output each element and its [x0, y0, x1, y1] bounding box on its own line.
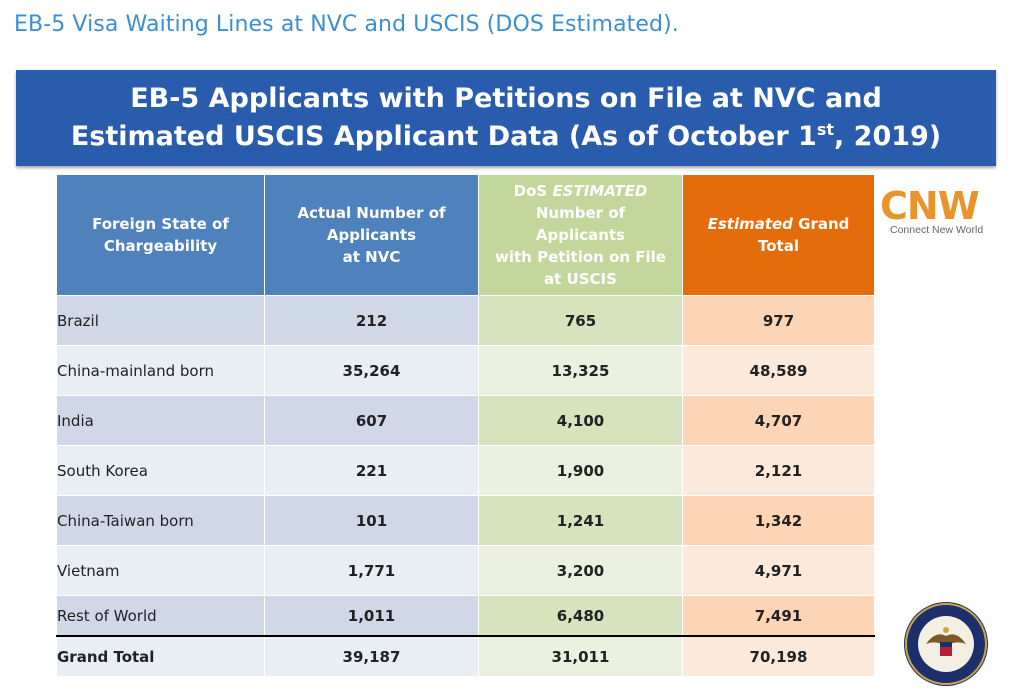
- nvc-cell: 607: [264, 395, 479, 446]
- header-actual-nvc: Actual Number of Applicants at NVC: [264, 174, 479, 296]
- header-foreign-state: Foreign State of Chargeability: [56, 174, 265, 296]
- total-cell: 1,342: [682, 495, 875, 546]
- uscis-cell: 4,100: [478, 395, 683, 446]
- nvc-cell: 101: [264, 495, 479, 546]
- total-cell: 2,121: [682, 445, 875, 496]
- country-cell: South Korea: [56, 445, 265, 496]
- grand-total-total: 70,198: [682, 635, 875, 677]
- country-cell: India: [56, 395, 265, 446]
- cnw-logo-tagline: Connect New World: [890, 224, 984, 236]
- banner-line-2: Estimated USCIS Applicant Data (As of Oc…: [16, 118, 996, 156]
- uscis-cell: 6,480: [478, 595, 683, 637]
- total-cell: 4,707: [682, 395, 875, 446]
- nvc-cell: 1,771: [264, 545, 479, 596]
- uscis-cell: 1,900: [478, 445, 683, 496]
- table-row: Vietnam 1,771 3,200 4,971: [56, 545, 875, 596]
- table-header-row: Foreign State of Chargeability Actual Nu…: [56, 174, 875, 296]
- banner-ordinal-suffix: st: [816, 120, 834, 139]
- nvc-cell: 35,264: [264, 345, 479, 396]
- banner-line-1: EB-5 Applicants with Petitions on File a…: [130, 83, 882, 114]
- grand-total-uscis: 31,011: [478, 635, 683, 677]
- total-cell: 48,589: [682, 345, 875, 396]
- applicants-table: Foreign State of Chargeability Actual Nu…: [56, 174, 875, 677]
- title-banner: EB-5 Applicants with Petitions on File a…: [16, 70, 996, 166]
- dos-seal-icon: [896, 600, 996, 688]
- total-cell: 4,971: [682, 545, 875, 596]
- total-cell: 977: [682, 295, 875, 346]
- country-cell: Vietnam: [56, 545, 265, 596]
- table-row: China-Taiwan born 101 1,241 1,342: [56, 495, 875, 546]
- nvc-cell: 221: [264, 445, 479, 496]
- country-cell: Brazil: [56, 295, 265, 346]
- cnw-logo: CNW Connect New World: [880, 186, 996, 240]
- uscis-cell: 3,200: [478, 545, 683, 596]
- table-row: Brazil 212 765 977: [56, 295, 875, 346]
- country-cell: China-Taiwan born: [56, 495, 265, 546]
- grand-total-nvc: 39,187: [264, 635, 479, 677]
- cnw-logo-mark: CNW: [880, 184, 980, 228]
- uscis-cell: 765: [478, 295, 683, 346]
- table-row: South Korea 221 1,900 2,121: [56, 445, 875, 496]
- uscis-cell: 1,241: [478, 495, 683, 546]
- nvc-cell: 1,011: [264, 595, 479, 637]
- header-dos-estimated-uscis: DoS ESTIMATED Number of Applicants with …: [478, 174, 683, 296]
- nvc-cell: 212: [264, 295, 479, 346]
- page-heading: EB-5 Visa Waiting Lines at NVC and USCIS…: [14, 12, 679, 37]
- uscis-cell: 13,325: [478, 345, 683, 396]
- country-cell: China-mainland born: [56, 345, 265, 396]
- table-row: Rest of World 1,011 6,480 7,491: [56, 595, 875, 637]
- total-cell: 7,491: [682, 595, 875, 637]
- banner-line-2-end: , 2019): [834, 121, 942, 152]
- country-cell: Rest of World: [56, 595, 265, 637]
- banner-line-2-text: Estimated USCIS Applicant Data (As of Oc…: [70, 121, 817, 152]
- table-row: China-mainland born 35,264 13,325 48,589: [56, 345, 875, 396]
- grand-total-row: Grand Total 39,187 31,011 70,198: [56, 635, 875, 677]
- header-estimated-grand-total: Estimated Grand Total: [682, 174, 875, 296]
- grand-total-label: Grand Total: [56, 635, 265, 677]
- table-row: India 607 4,100 4,707: [56, 395, 875, 446]
